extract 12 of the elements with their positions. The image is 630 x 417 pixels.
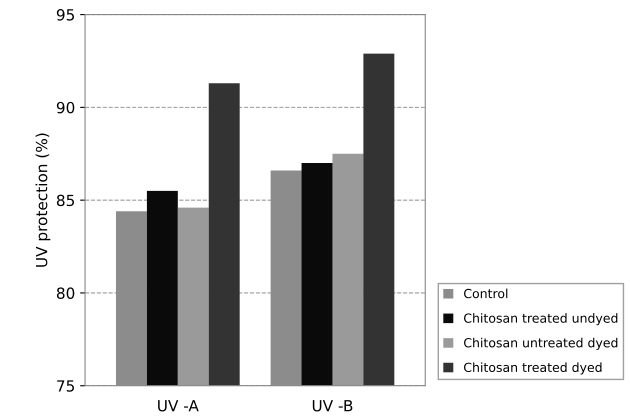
y-tick-label: 95 (56, 9, 74, 21)
x-tick-label: UV -A (158, 400, 199, 412)
y-tick-label: 75 (57, 380, 74, 392)
legend-label: Chitosan untreated dyed (464, 338, 618, 350)
legend-label: Chitosan treated dyed (464, 362, 602, 374)
y-tick-label: 85 (56, 194, 74, 206)
x-tick-label: UV -B (312, 400, 352, 412)
y-axis-title: UV protection (%) (36, 134, 50, 267)
legend-label: Control (464, 288, 508, 298)
y-tick-label: 90 (56, 102, 74, 114)
legend-label: Chitosan treated undyed (464, 313, 618, 326)
y-tick-label: 80 (56, 287, 74, 299)
